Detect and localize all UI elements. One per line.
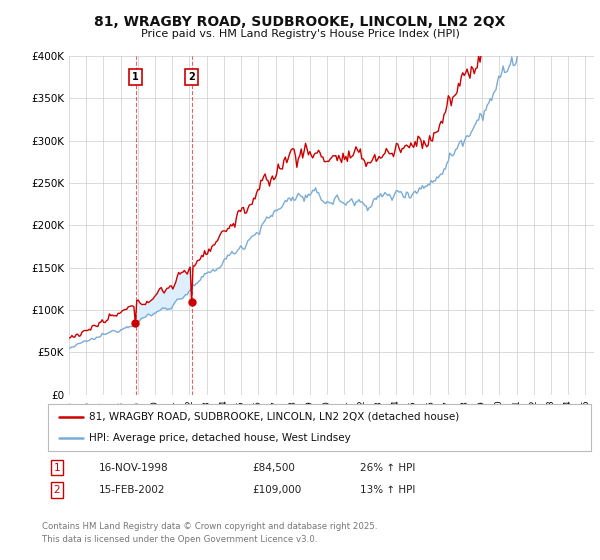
Text: 81, WRAGBY ROAD, SUDBROOKE, LINCOLN, LN2 2QX: 81, WRAGBY ROAD, SUDBROOKE, LINCOLN, LN2…: [94, 15, 506, 29]
Text: 2: 2: [188, 72, 195, 82]
Text: £109,000: £109,000: [252, 485, 301, 495]
Text: Price paid vs. HM Land Registry's House Price Index (HPI): Price paid vs. HM Land Registry's House …: [140, 29, 460, 39]
Text: Contains HM Land Registry data © Crown copyright and database right 2025.
This d: Contains HM Land Registry data © Crown c…: [42, 522, 377, 544]
Text: 15-FEB-2002: 15-FEB-2002: [99, 485, 166, 495]
Text: 1: 1: [133, 72, 139, 82]
Text: HPI: Average price, detached house, West Lindsey: HPI: Average price, detached house, West…: [89, 433, 350, 444]
Text: 81, WRAGBY ROAD, SUDBROOKE, LINCOLN, LN2 2QX (detached house): 81, WRAGBY ROAD, SUDBROOKE, LINCOLN, LN2…: [89, 412, 459, 422]
Text: £84,500: £84,500: [252, 463, 295, 473]
Text: 26% ↑ HPI: 26% ↑ HPI: [360, 463, 415, 473]
Text: 16-NOV-1998: 16-NOV-1998: [99, 463, 169, 473]
Text: 2: 2: [53, 485, 61, 495]
Text: 1: 1: [53, 463, 61, 473]
Text: 13% ↑ HPI: 13% ↑ HPI: [360, 485, 415, 495]
